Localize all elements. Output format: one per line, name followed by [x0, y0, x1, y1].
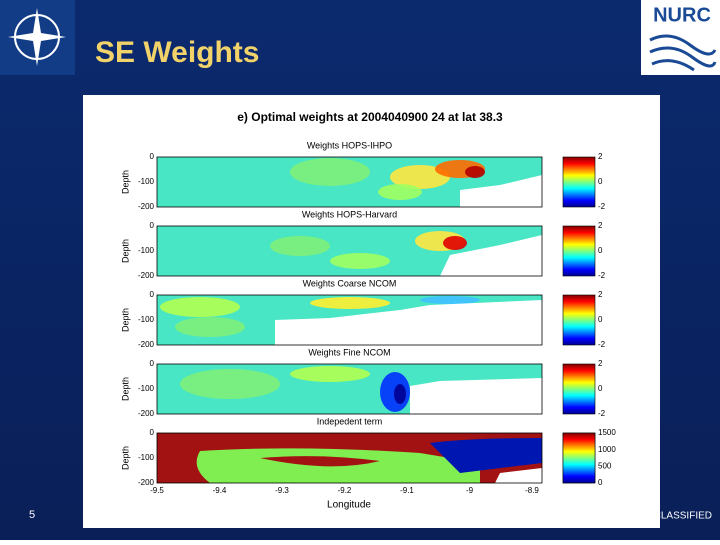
panel-frame	[156, 225, 543, 277]
colorbar	[562, 294, 596, 346]
x-tick-label: -9.5	[150, 486, 164, 495]
contour-blob	[160, 297, 240, 317]
land-mask	[275, 300, 542, 345]
field-region	[260, 456, 380, 467]
colorbar-tick-label: -2	[598, 271, 606, 280]
contour-blob	[390, 165, 450, 189]
panel-title: Weights Fine NCOM	[308, 347, 390, 357]
nato-logo	[0, 0, 75, 75]
y-tick-label: 0	[150, 428, 155, 437]
colorbar-tick-label: -2	[598, 202, 606, 211]
y-tick-label: -200	[138, 271, 155, 280]
panel-frame	[156, 294, 543, 346]
y-tick-label: -200	[138, 340, 155, 349]
panel-frame	[156, 156, 543, 208]
y-axis-label: Depth	[120, 239, 130, 263]
contour-blob	[290, 366, 370, 382]
contour-blob	[310, 297, 390, 309]
panel-title: Weights Coarse NCOM	[303, 278, 397, 288]
y-axis-label: Depth	[120, 308, 130, 332]
nurc-logo: NURC	[641, 0, 720, 75]
figure-title: e) Optimal weights at 2004040900 24 at l…	[237, 110, 503, 124]
colorbar	[562, 363, 596, 415]
classification: CLASSIFIED	[654, 511, 712, 522]
panel-title: Weights HOPS-Harvard	[302, 209, 397, 219]
y-tick-label: -100	[138, 453, 155, 462]
y-tick-label: -200	[138, 202, 155, 211]
contour-blob	[175, 317, 245, 337]
panel-title: Indepedent term	[317, 416, 383, 426]
colorbar-tick-label: 2	[598, 221, 603, 230]
slide-title: SE Weights	[95, 36, 259, 69]
x-tick-label: -8.9	[525, 486, 539, 495]
colorbar-tick-label: 0	[598, 246, 603, 255]
y-tick-label: -200	[138, 409, 155, 418]
colorbar-tick-label: 2	[598, 152, 603, 161]
y-axis-label: Depth	[120, 377, 130, 401]
colorbar	[562, 156, 596, 208]
y-tick-label: 0	[150, 290, 155, 299]
contour-blob	[378, 184, 422, 200]
colorbar-tick-label: 2	[598, 290, 603, 299]
contour-blob	[180, 369, 280, 399]
x-tick-label: -9.4	[213, 486, 227, 495]
x-tick-label: -9.1	[400, 486, 414, 495]
field-region	[430, 438, 542, 473]
y-tick-label: -100	[138, 315, 155, 324]
y-tick-label: -100	[138, 384, 155, 393]
colorbar-tick-label: 0	[598, 384, 603, 393]
colorbar-fill	[562, 432, 596, 484]
land-mask	[495, 468, 542, 483]
land-mask	[410, 378, 542, 414]
colorbar-tick-label: 1500	[598, 428, 616, 437]
logo-text: NURC	[653, 4, 711, 26]
panel-frame	[156, 363, 543, 415]
y-tick-label: 0	[150, 359, 155, 368]
land-mask	[460, 175, 542, 207]
y-tick-label: 0	[150, 152, 155, 161]
colorbar	[562, 225, 596, 277]
y-tick-label: -200	[138, 478, 155, 487]
contour-blob	[290, 158, 370, 186]
y-tick-label: -100	[138, 246, 155, 255]
contour-blob	[465, 166, 485, 178]
y-axis-label: Depth	[120, 170, 130, 194]
page-number: 5	[29, 509, 35, 521]
colorbar-tick-label: 0	[598, 177, 603, 186]
contour-blob	[270, 236, 330, 256]
colorbar-tick-label: 2	[598, 359, 603, 368]
y-axis-label: Depth	[120, 446, 130, 470]
panels: Weights HOPS-IHPO0-100-200Depth20-2Weigh…	[120, 140, 616, 495]
colorbar-tick-label: -2	[598, 409, 606, 418]
contour-blob	[394, 384, 406, 404]
panel-frame	[156, 432, 543, 484]
colorbar-tick-label: 0	[598, 315, 603, 324]
contour-blob	[443, 236, 467, 250]
x-axis-label: Longitude	[327, 500, 371, 511]
panel-title: Weights HOPS-IHPO	[307, 140, 392, 150]
colorbar-tick-label: 500	[598, 461, 612, 470]
colorbar-tick-label: 1000	[598, 445, 616, 454]
y-tick-label: -100	[138, 177, 155, 186]
x-tick-label: -9	[466, 486, 474, 495]
contour-blob	[330, 253, 390, 269]
colorbar-tick-label: 0	[598, 478, 603, 487]
y-tick-label: 0	[150, 221, 155, 230]
land-mask	[440, 235, 542, 276]
x-tick-label: -9.3	[275, 486, 289, 495]
colorbar-tick-label: -2	[598, 340, 606, 349]
x-tick-label: -9.2	[338, 486, 352, 495]
contour-blob	[420, 296, 480, 304]
